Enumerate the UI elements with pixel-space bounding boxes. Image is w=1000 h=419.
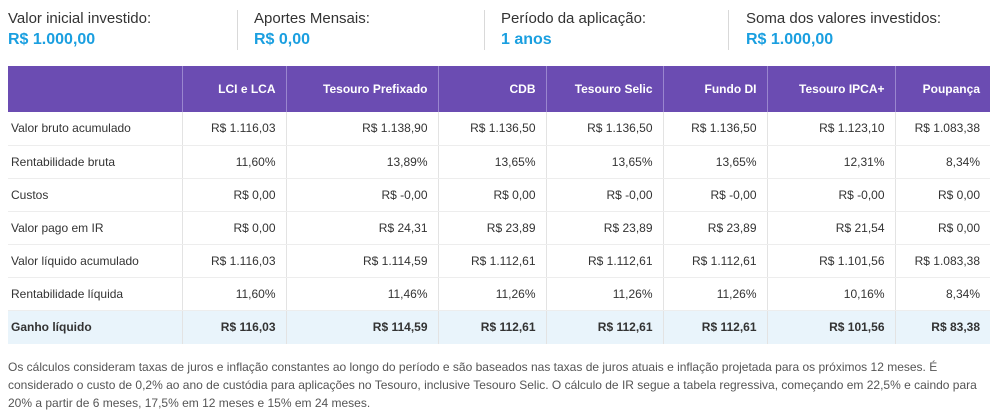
summary-value: 1 anos xyxy=(501,31,552,48)
table-cell: R$ 1.138,90 xyxy=(285,112,438,146)
table-cell: R$ 112,61 xyxy=(545,310,663,344)
table-cell: 11,26% xyxy=(437,277,546,311)
table-cell: 11,26% xyxy=(545,277,663,311)
table-cell: R$ 1.083,38 xyxy=(894,112,990,146)
table-cell: R$ 112,61 xyxy=(437,310,546,344)
table-cell: R$ 23,89 xyxy=(662,211,767,245)
table-cell: R$ -0,00 xyxy=(545,178,663,212)
table-cell: R$ 1.114,59 xyxy=(285,244,438,278)
summary-initial-investment: Valor inicial investido: R$ 1.000,00 xyxy=(8,10,151,50)
table-cell: 12,31% xyxy=(766,145,895,179)
table-cell: R$ 1.123,10 xyxy=(766,112,895,146)
table-cell: 8,34% xyxy=(894,145,990,179)
table-cell: 13,65% xyxy=(545,145,663,179)
table-cell: R$ -0,00 xyxy=(766,178,895,212)
table-cell: 13,89% xyxy=(285,145,438,179)
table-cell: R$ -0,00 xyxy=(285,178,438,212)
table-cell: 13,65% xyxy=(437,145,546,179)
table-cell: R$ 112,61 xyxy=(662,310,767,344)
row-label: Custos xyxy=(8,178,182,212)
summary-total-invested: Soma dos valores investidos: R$ 1.000,00 xyxy=(728,10,941,50)
table-cell: R$ 1.112,61 xyxy=(662,244,767,278)
summary-label: Aportes Mensais: xyxy=(254,10,370,27)
investment-summary: Valor inicial investido: R$ 1.000,00 Apo… xyxy=(0,0,1000,60)
summary-label: Soma dos valores investidos: xyxy=(746,10,942,27)
table-cell: R$ 0,00 xyxy=(437,178,546,212)
table-cell: 10,16% xyxy=(766,277,895,311)
row-label: Rentabilidade líquida xyxy=(8,277,182,311)
table-row: Rentabilidade líquida 11,60% 11,46% 11,2… xyxy=(8,277,990,311)
summary-label: Período da aplicação: xyxy=(501,10,647,27)
table-cell: R$ 1.101,56 xyxy=(766,244,895,278)
column-header-tesouro-prefixado: Tesouro Prefixado xyxy=(285,66,438,112)
table-cell: R$ 23,89 xyxy=(437,211,546,245)
table-cell: R$ 0,00 xyxy=(181,211,286,245)
comparison-table: LCI e LCA Tesouro Prefixado CDB Tesouro … xyxy=(8,66,990,344)
table-cell: R$ 101,56 xyxy=(766,310,895,344)
summary-period: Período da aplicação: 1 anos xyxy=(484,10,646,50)
table-row: Valor pago em IR R$ 0,00 R$ 24,31 R$ 23,… xyxy=(8,211,990,245)
table-cell: R$ 1.116,03 xyxy=(181,244,286,278)
table-cell: R$ 24,31 xyxy=(285,211,438,245)
table-cell: R$ 0,00 xyxy=(894,211,990,245)
table-cell: R$ 1.136,50 xyxy=(437,112,546,146)
column-header-tesouro-ipca: Tesouro IPCA+ xyxy=(766,66,895,112)
table-cell: R$ 21,54 xyxy=(766,211,895,245)
table-cell: R$ 0,00 xyxy=(181,178,286,212)
table-cell: R$ -0,00 xyxy=(662,178,767,212)
table-cell: R$ 114,59 xyxy=(285,310,438,344)
row-label: Valor pago em IR xyxy=(8,211,182,245)
table-row: Rentabilidade bruta 11,60% 13,89% 13,65%… xyxy=(8,145,990,179)
column-header-tesouro-selic: Tesouro Selic xyxy=(545,66,663,112)
row-label: Valor líquido acumulado xyxy=(8,244,182,278)
row-label: Valor bruto acumulado xyxy=(8,112,182,146)
table-cell: R$ 1.112,61 xyxy=(545,244,663,278)
table-header-row: LCI e LCA Tesouro Prefixado CDB Tesouro … xyxy=(8,66,990,112)
table-cell: R$ 1.112,61 xyxy=(437,244,546,278)
table-cell: R$ 0,00 xyxy=(894,178,990,212)
summary-monthly-contributions: Aportes Mensais: R$ 0,00 xyxy=(237,10,370,50)
table-cell: 13,65% xyxy=(662,145,767,179)
table-cell: 8,34% xyxy=(894,277,990,311)
summary-value: R$ 1.000,00 xyxy=(8,31,96,48)
table-cell: R$ 1.083,38 xyxy=(894,244,990,278)
table-row-net-gain: Ganho líquido R$ 116,03 R$ 114,59 R$ 112… xyxy=(8,310,990,344)
table-cell: 11,60% xyxy=(181,277,286,311)
table-cell: 11,46% xyxy=(285,277,438,311)
table-cell: R$ 23,89 xyxy=(545,211,663,245)
table-row: Custos R$ 0,00 R$ -0,00 R$ 0,00 R$ -0,00… xyxy=(8,178,990,212)
table-cell: R$ 1.116,03 xyxy=(181,112,286,146)
table-cell: R$ 83,38 xyxy=(894,310,990,344)
row-label: Rentabilidade bruta xyxy=(8,145,182,179)
table-row: Valor bruto acumulado R$ 1.116,03 R$ 1.1… xyxy=(8,112,990,146)
table-cell: R$ 1.136,50 xyxy=(662,112,767,146)
calculation-footnote: Os cálculos consideram taxas de juros e … xyxy=(8,360,977,410)
summary-value: R$ 1.000,00 xyxy=(746,31,834,48)
table-cell: 11,60% xyxy=(181,145,286,179)
table-row: Valor líquido acumulado R$ 1.116,03 R$ 1… xyxy=(8,244,990,278)
summary-value: R$ 0,00 xyxy=(254,31,311,48)
column-header-cdb: CDB xyxy=(437,66,546,112)
column-header-label xyxy=(8,66,182,112)
table-cell: R$ 1.136,50 xyxy=(545,112,663,146)
column-header-lci-lca: LCI e LCA xyxy=(181,66,286,112)
table-cell: R$ 116,03 xyxy=(181,310,286,344)
column-header-fundo-di: Fundo DI xyxy=(662,66,767,112)
table-cell: 11,26% xyxy=(662,277,767,311)
summary-label: Valor inicial investido: xyxy=(8,10,152,27)
column-header-poupanca: Poupança xyxy=(894,66,990,112)
row-label: Ganho líquido xyxy=(8,310,182,344)
